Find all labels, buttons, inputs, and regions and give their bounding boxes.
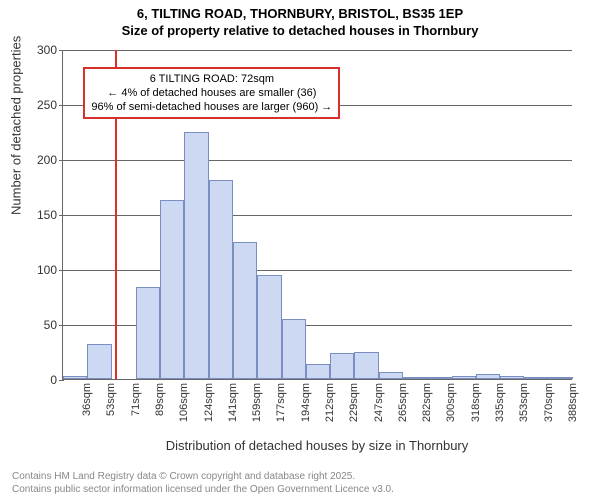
histogram-bar — [209, 180, 233, 379]
title-line-2: Size of property relative to detached ho… — [0, 23, 600, 40]
histogram-bar — [282, 319, 306, 380]
histogram-bar — [354, 352, 378, 380]
y-tick-label: 150 — [37, 208, 63, 222]
attribution: Contains HM Land Registry data © Crown c… — [12, 471, 394, 496]
histogram-bar — [427, 377, 451, 379]
histogram-bar — [233, 242, 257, 380]
histogram-bar — [452, 376, 476, 379]
x-tick-label: 53sqm — [105, 383, 117, 427]
histogram-bar — [500, 376, 524, 379]
x-tick-label: 141sqm — [227, 383, 239, 427]
annotation-line-3: 96% of semi-detached houses are larger (… — [91, 100, 332, 114]
y-tick-label: 250 — [37, 98, 63, 112]
x-axis-label: Distribution of detached houses by size … — [62, 438, 572, 453]
y-tick-label: 100 — [37, 263, 63, 277]
histogram-bar — [136, 287, 160, 379]
x-tick-label: 282sqm — [421, 383, 433, 427]
histogram-bar — [160, 200, 184, 379]
x-tick-label: 353sqm — [518, 383, 530, 427]
title-line-1: 6, TILTING ROAD, THORNBURY, BRISTOL, BS3… — [0, 6, 600, 23]
attribution-line-1: Contains HM Land Registry data © Crown c… — [12, 471, 394, 484]
x-tick-label: 265sqm — [397, 383, 409, 427]
annotation-box: 6 TILTING ROAD: 72sqm ← 4% of detached h… — [83, 67, 340, 120]
x-tick-label: 106sqm — [178, 383, 190, 427]
histogram-bar — [524, 377, 548, 379]
histogram-bar — [87, 344, 111, 379]
x-tick-label: 212sqm — [324, 383, 336, 427]
x-tick-label: 124sqm — [203, 383, 215, 427]
x-tick-label: 36sqm — [81, 383, 93, 427]
y-axis-label: Number of detached properties — [9, 36, 24, 215]
x-tick-label: 370sqm — [543, 383, 555, 427]
x-tick-label: 388sqm — [567, 383, 579, 427]
histogram-bar — [379, 372, 403, 379]
x-tick-label: 335sqm — [494, 383, 506, 427]
x-tick-label: 247sqm — [373, 383, 385, 427]
x-tick-label: 89sqm — [154, 383, 166, 427]
x-tick-label: 300sqm — [445, 383, 457, 427]
y-tick-label: 200 — [37, 153, 63, 167]
histogram-bar — [476, 374, 500, 380]
histogram-bar — [330, 353, 354, 379]
y-tick-label: 300 — [37, 43, 63, 57]
histogram-bar — [257, 275, 281, 380]
annotation-line-1: 6 TILTING ROAD: 72sqm — [91, 72, 332, 86]
annotation-line-2: ← 4% of detached houses are smaller (36) — [91, 86, 332, 100]
attribution-line-2: Contains public sector information licen… — [12, 484, 394, 497]
histogram-bar — [63, 376, 87, 379]
histogram-bar — [403, 377, 427, 379]
histogram-bar — [549, 377, 573, 379]
histogram-bar — [306, 364, 330, 379]
x-tick-label: 194sqm — [300, 383, 312, 427]
y-tick-label: 0 — [50, 373, 63, 387]
y-tick-label: 50 — [44, 318, 63, 332]
x-tick-label: 71sqm — [130, 383, 142, 427]
plot-area: 6 TILTING ROAD: 72sqm ← 4% of detached h… — [62, 50, 572, 380]
x-tick-label: 318sqm — [470, 383, 482, 427]
x-tick-label: 159sqm — [251, 383, 263, 427]
chart-title: 6, TILTING ROAD, THORNBURY, BRISTOL, BS3… — [0, 0, 600, 40]
x-tick-label: 177sqm — [275, 383, 287, 427]
x-tick-label: 229sqm — [348, 383, 360, 427]
histogram-bar — [184, 132, 208, 380]
